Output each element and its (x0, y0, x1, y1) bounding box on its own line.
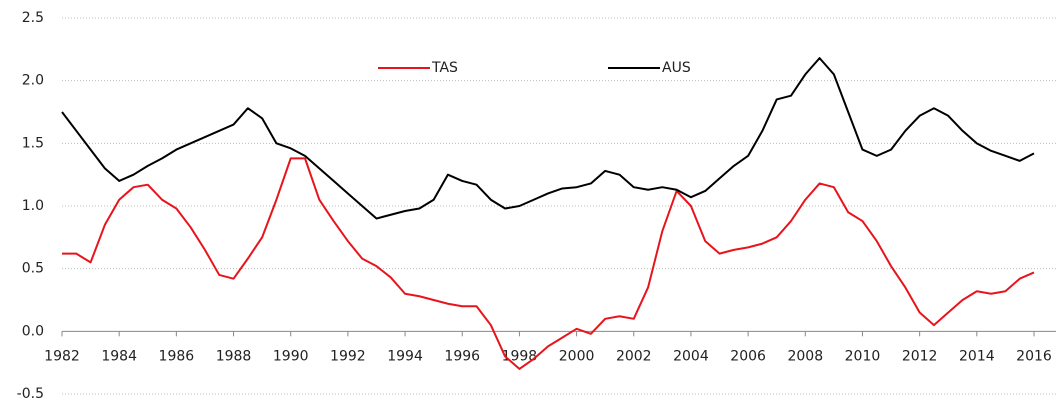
x-tick-label: 1982 (44, 348, 80, 364)
x-tick-label: 1994 (387, 348, 423, 364)
x-tick-label: 1996 (444, 348, 480, 364)
x-tick-label: 2012 (902, 348, 938, 364)
x-tick-label: 2002 (616, 348, 652, 364)
series-line (62, 157, 1035, 370)
x-tick-label: 2010 (845, 348, 881, 364)
y-tick-label: 0.5 (22, 261, 44, 277)
x-tick-label: 2016 (1016, 348, 1052, 364)
y-tick-label: -0.5 (17, 386, 44, 402)
x-tick-label: 1998 (502, 348, 538, 364)
x-tick-label: 1984 (101, 348, 137, 364)
legend-label: AUS (662, 60, 691, 76)
legend-label: TAS (431, 60, 458, 76)
y-tick-label: 1.0 (22, 198, 44, 214)
series-line (61, 57, 1035, 220)
x-tick-label: 2014 (959, 348, 995, 364)
x-tick-label: 2000 (559, 348, 595, 364)
x-tick-label: 2008 (787, 348, 823, 364)
x-tick-label: 2004 (673, 348, 709, 364)
x-tick-label: 1986 (159, 348, 195, 364)
y-tick-label: 2.5 (22, 10, 44, 26)
x-tick-label: 1992 (330, 348, 366, 364)
x-tick-label: 2006 (730, 348, 766, 364)
x-tick-label: 1988 (216, 348, 252, 364)
y-tick-label: 2.0 (22, 73, 44, 89)
y-tick-label: 0.0 (22, 323, 44, 339)
x-tick-label: 1990 (273, 348, 309, 364)
y-tick-label: 1.5 (22, 135, 44, 151)
